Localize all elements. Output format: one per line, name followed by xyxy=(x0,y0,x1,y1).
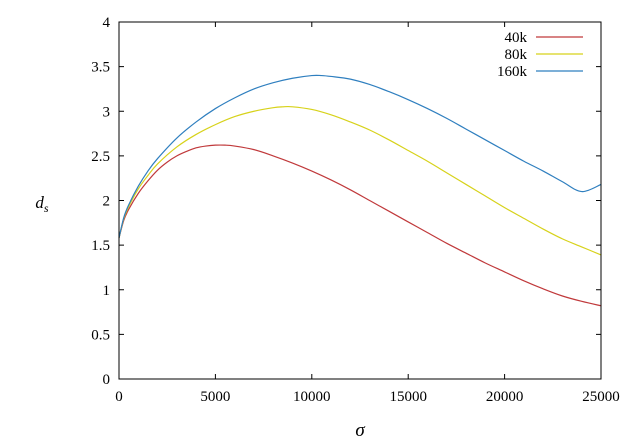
y-tick-label: 2.5 xyxy=(91,149,110,165)
legend-label-80k: 80k xyxy=(505,47,528,63)
legend-label-160k: 160k xyxy=(497,64,528,80)
x-tick-label: 20000 xyxy=(486,389,524,405)
x-tick-label: 25000 xyxy=(582,389,620,405)
y-axis-label-subscript: s xyxy=(44,201,49,215)
plot-frame xyxy=(118,21,602,380)
x-tick-label: 0 xyxy=(115,389,123,405)
x-tick-label: 15000 xyxy=(389,389,427,405)
series-layer xyxy=(118,74,602,307)
x-axis-label: σ xyxy=(355,420,365,441)
y-tick-label: 3 xyxy=(103,104,111,120)
series-line-80k xyxy=(118,105,602,256)
y-tick-label: 2 xyxy=(103,194,111,210)
x-tick-label: 10000 xyxy=(293,389,331,405)
y-tick-label: 0 xyxy=(103,372,111,388)
x-tick-label: 5000 xyxy=(200,389,230,405)
series-line-40k xyxy=(118,144,602,307)
y-axis-label-main: d xyxy=(35,193,44,212)
legend-label-40k: 40k xyxy=(505,30,528,46)
y-tick-label: 1 xyxy=(103,283,111,299)
y-tick-label: 0.5 xyxy=(91,327,110,343)
y-axis-label: ds xyxy=(35,193,49,215)
y-tick-label: 4 xyxy=(103,15,111,31)
ticks-layer: 0 5000 10000 15000 20000 25000 0 0.5 1 1.5 2 2.5 3 3.… xyxy=(91,15,620,405)
y-tick-label: 3.5 xyxy=(91,60,110,76)
y-tick-label: 1.5 xyxy=(91,238,110,254)
series-line-160k xyxy=(118,74,602,239)
